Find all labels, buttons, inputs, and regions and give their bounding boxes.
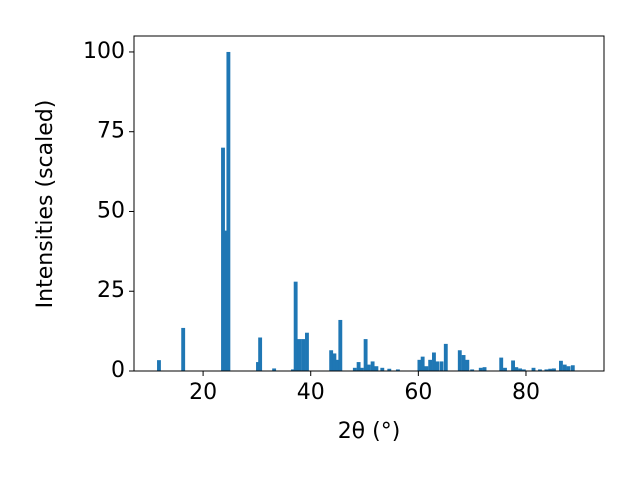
bar [226, 51, 231, 371]
bar [417, 359, 422, 371]
bar [301, 339, 306, 371]
x-tick-label: 60 [404, 380, 432, 405]
bar [570, 365, 575, 371]
bar [332, 353, 337, 371]
bar [566, 366, 571, 371]
y-tick-label: 75 [97, 119, 125, 144]
bar [562, 364, 567, 371]
bar [256, 362, 260, 371]
bar [521, 369, 526, 371]
bar [258, 337, 263, 371]
bar [514, 367, 519, 371]
bar [511, 360, 515, 371]
x-tick-label: 40 [297, 380, 325, 405]
x-tick-label: 80 [512, 380, 540, 405]
bar [223, 230, 228, 371]
bar [435, 361, 440, 371]
bar [538, 369, 542, 371]
bar [428, 359, 433, 371]
bar [387, 368, 392, 371]
bar [329, 350, 334, 371]
bar [552, 368, 556, 371]
bar [470, 369, 475, 371]
bar [503, 367, 507, 371]
bar [181, 327, 186, 371]
bar [370, 361, 375, 371]
bar [482, 367, 487, 371]
bar [338, 319, 343, 371]
bar [420, 356, 425, 371]
bar [157, 360, 161, 371]
bar [465, 359, 470, 371]
bar [221, 147, 225, 371]
x-tick-label: 20 [189, 380, 217, 405]
y-tick-label: 50 [97, 198, 125, 223]
bar [363, 339, 368, 371]
bar [305, 332, 309, 371]
bar [499, 357, 504, 371]
bar [559, 360, 563, 371]
plot-frame [133, 35, 605, 372]
x-axis-label: 2θ (°) [338, 419, 401, 444]
bar [531, 367, 536, 371]
bar [518, 368, 522, 371]
bar [356, 362, 361, 371]
bar [272, 368, 277, 371]
bar [380, 367, 385, 371]
bar [443, 343, 448, 371]
y-tick-label: 25 [97, 278, 125, 303]
bar [439, 361, 444, 371]
bar [478, 367, 483, 371]
y-tick-label: 0 [111, 358, 125, 383]
bar [395, 369, 400, 371]
bar [291, 369, 295, 371]
bar [548, 368, 553, 371]
bar [461, 355, 466, 371]
bar [424, 366, 429, 371]
bar [544, 369, 549, 371]
bar [359, 367, 364, 371]
bar [432, 352, 436, 371]
y-axis-label: Intensities (scaled) [33, 100, 58, 309]
y-tick-label: 100 [83, 39, 125, 64]
bar [457, 350, 462, 371]
bar [366, 364, 371, 371]
bar [374, 366, 379, 371]
bar [335, 359, 340, 371]
bar [293, 281, 298, 371]
bar [297, 339, 302, 371]
bar [352, 367, 357, 371]
